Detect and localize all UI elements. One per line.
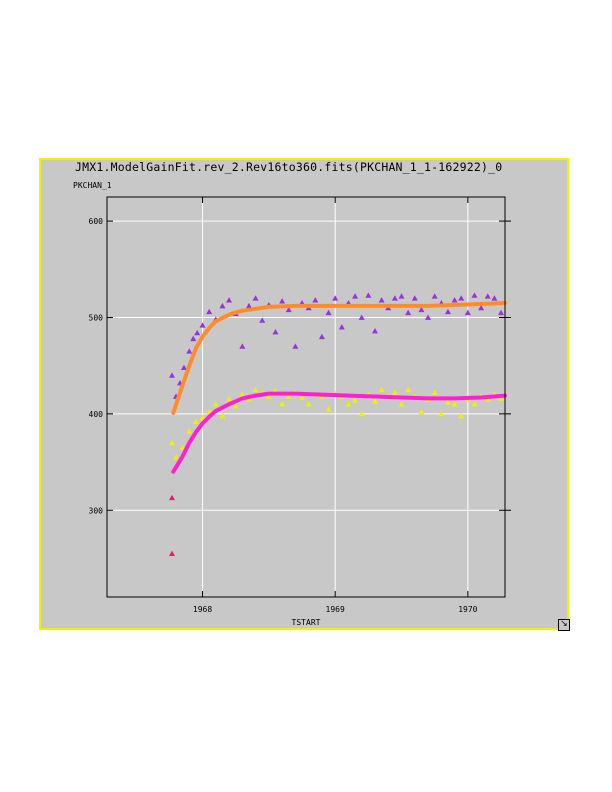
data-point [371, 327, 378, 334]
data-point [398, 401, 405, 407]
data-point [405, 386, 412, 393]
data-point [272, 328, 279, 335]
data-point [279, 401, 286, 407]
data-point [285, 393, 292, 399]
data-point [252, 386, 259, 393]
data-point [451, 401, 458, 407]
data-point [265, 393, 272, 399]
data-point [179, 444, 186, 451]
y-axis-label: PKCHAN_1 [73, 181, 112, 190]
data-point [252, 295, 259, 301]
data-point [405, 309, 412, 316]
data-point [279, 298, 286, 304]
data-point [219, 412, 226, 419]
data-point [358, 314, 365, 320]
fit-line-3 [171, 391, 507, 474]
data-point [318, 333, 325, 340]
data-point [378, 386, 385, 393]
data-point [418, 306, 425, 313]
data-point [206, 308, 213, 315]
data-point [259, 317, 266, 323]
data-point [458, 295, 465, 301]
x-axis-label: TSTART [292, 618, 321, 627]
data-point [239, 343, 246, 349]
data-point [438, 410, 445, 417]
data-point [498, 309, 505, 316]
data-point [498, 395, 505, 401]
data-point [365, 292, 372, 298]
data-point [471, 401, 478, 407]
data-point [226, 297, 233, 303]
data-point [458, 412, 465, 419]
data-point [190, 335, 197, 342]
data-point [325, 406, 332, 412]
data-point [484, 293, 491, 299]
data-point [352, 293, 359, 299]
data-point [332, 295, 339, 301]
data-point [186, 428, 193, 434]
data-point [345, 401, 352, 407]
data-point [444, 399, 451, 405]
data-point [338, 324, 345, 330]
y-tick-label: 400 [89, 410, 104, 419]
data-point [391, 295, 398, 301]
data-point [169, 439, 176, 446]
data-point [292, 343, 299, 349]
data-point [245, 302, 252, 309]
data-point [305, 401, 312, 407]
x-tick-label: 1969 [326, 605, 345, 614]
data-point [491, 295, 498, 301]
data-point [199, 322, 206, 328]
data-point [371, 398, 378, 404]
data-point [444, 308, 451, 315]
data-point [358, 410, 365, 417]
data-point [378, 297, 385, 303]
resize-arrow-icon[interactable]: ↘ [558, 619, 570, 631]
plot-frame [106, 196, 506, 598]
data-point [312, 297, 319, 303]
y-tick-label: 300 [89, 506, 104, 515]
data-point [352, 397, 359, 403]
fit-line-2 [171, 301, 507, 415]
data-point [418, 408, 425, 415]
y-tick-label: 600 [89, 217, 104, 226]
data-point [172, 454, 179, 460]
data-point [425, 314, 432, 320]
data-point [411, 295, 418, 301]
data-point [194, 329, 201, 336]
data-point [478, 304, 485, 311]
data-point [239, 391, 246, 397]
window-title: JMX1.ModelGainFit.rev_2.Rev16to360.fits(… [75, 160, 503, 174]
data-point [219, 302, 226, 309]
data-point [325, 309, 332, 316]
data-point [398, 293, 405, 299]
data-point [199, 414, 206, 421]
data-point [471, 292, 478, 298]
data-point [391, 389, 398, 396]
data-point [299, 394, 306, 400]
data-point [169, 372, 176, 378]
data-point [232, 403, 239, 409]
data-point [212, 401, 219, 407]
data-point [464, 309, 471, 316]
y-tick-label: 500 [89, 313, 104, 322]
data-point [451, 297, 458, 303]
x-tick-label: 1968 [193, 605, 212, 614]
data-point [431, 293, 438, 299]
data-point [226, 396, 233, 402]
data-point [169, 494, 176, 501]
data-point [186, 348, 193, 354]
data-point [245, 396, 252, 402]
data-point [180, 364, 187, 371]
data-point [169, 550, 176, 557]
data-point [431, 389, 438, 396]
x-tick-label: 1970 [458, 605, 477, 614]
data-point [192, 418, 199, 424]
data-point [285, 306, 292, 313]
data-point [484, 396, 491, 402]
